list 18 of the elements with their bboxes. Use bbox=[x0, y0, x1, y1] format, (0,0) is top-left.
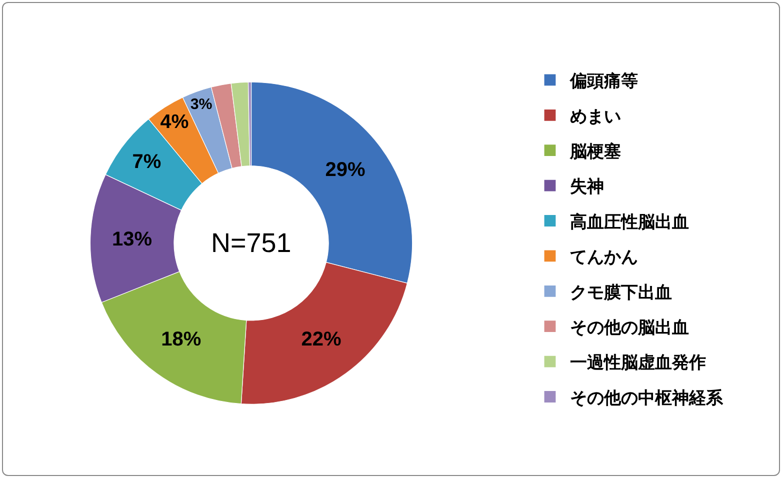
legend-label: 失神 bbox=[570, 177, 604, 198]
legend-label: 脳梗塞 bbox=[568, 142, 621, 162]
data-label: 18% bbox=[161, 328, 202, 351]
legend-label: 一過性脳虚血発作 bbox=[570, 353, 706, 374]
legend-label: その他の脳出血 bbox=[570, 318, 689, 338]
data-label: 3% bbox=[190, 96, 213, 114]
data-label: 13% bbox=[112, 228, 152, 250]
data-label: 7% bbox=[132, 151, 162, 174]
data-label: 22% bbox=[301, 328, 342, 351]
legend-label: 偏頭痛等 bbox=[568, 72, 638, 92]
legend-label: 高血圧性脳出血 bbox=[570, 212, 689, 232]
legend-label: めまい bbox=[570, 106, 621, 127]
data-label: 4% bbox=[160, 111, 189, 134]
data-label: 29% bbox=[325, 159, 366, 182]
text: N=751 bbox=[211, 228, 292, 258]
legend-label: てんかん bbox=[570, 248, 638, 268]
legend-label: クモ膜下出血 bbox=[570, 282, 672, 303]
legend-label: その他の中枢神経系 bbox=[570, 388, 724, 408]
